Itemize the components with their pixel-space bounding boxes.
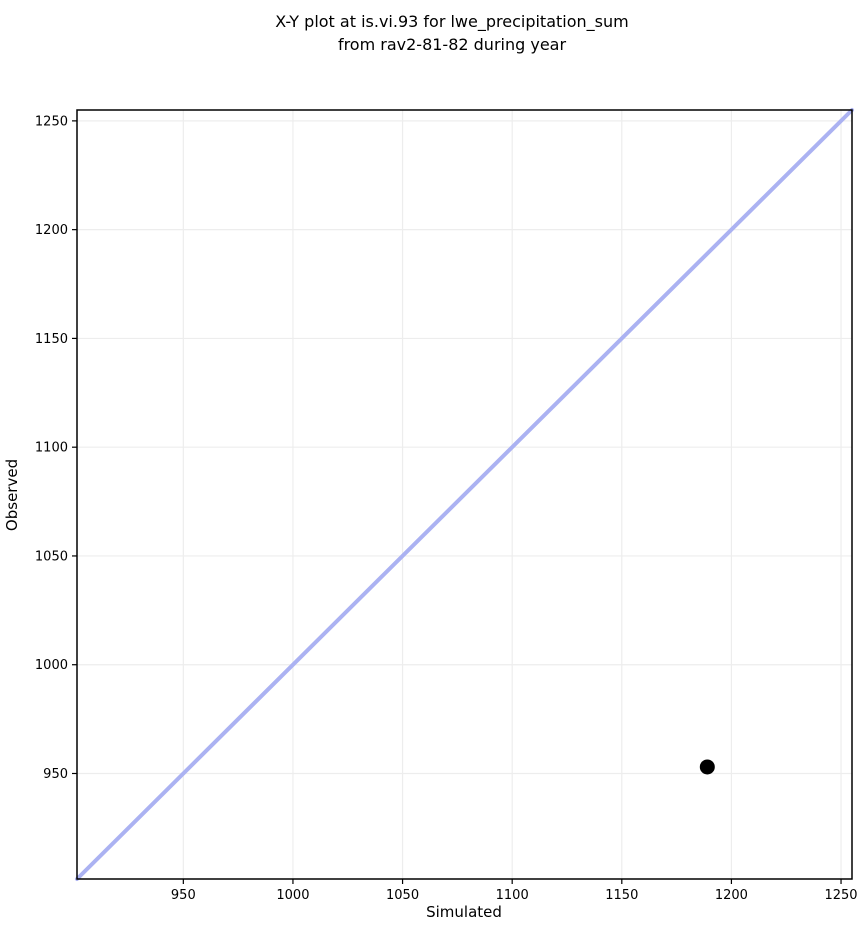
y-axis-label: Observed: [3, 459, 21, 531]
x-tick-label: 1200: [715, 888, 748, 903]
y-tick-label: 1100: [35, 441, 68, 456]
y-tick-label: 1000: [35, 658, 68, 673]
x-tick-label: 1000: [276, 888, 309, 903]
plot-area: 950 1000 1050 1100 1150 1200 1250 950 1000 1050 11…: [35, 108, 858, 903]
x-tick-label: 1100: [496, 888, 529, 903]
chart-title-line2: from rav2-81-82 during year: [338, 35, 567, 54]
plot-border: [76, 109, 853, 880]
x-tick-label: 1050: [386, 888, 419, 903]
identity-line: [75, 108, 854, 881]
chart-title-line1: X-Y plot at is.vi.93 for lwe_precipitati…: [275, 12, 628, 32]
x-tick-label: 950: [171, 888, 196, 903]
y-tick-label: 1250: [35, 114, 68, 129]
data-point: [699, 759, 715, 775]
x-tick-label: 1250: [824, 888, 857, 903]
y-tick-label: 1050: [35, 549, 68, 564]
y-tick-label: 1200: [35, 223, 68, 238]
y-tick-label: 1150: [35, 332, 68, 347]
x-tick-label: 1150: [605, 888, 638, 903]
x-axis-label: Simulated: [426, 903, 502, 921]
y-tick-label: 950: [43, 767, 68, 782]
